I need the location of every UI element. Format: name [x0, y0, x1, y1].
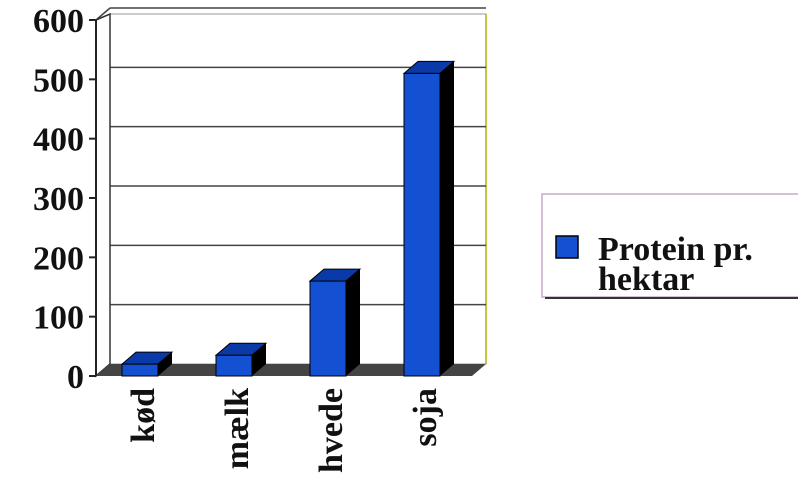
- x-tick-label: hvede: [313, 388, 350, 473]
- bar-soja: [402, 60, 456, 377]
- y-tick-label: 100: [33, 300, 84, 337]
- y-tick-label: 200: [33, 240, 84, 277]
- y-tick-label: 500: [33, 62, 84, 99]
- legend-swatch: [555, 235, 579, 259]
- plot-floor: [96, 364, 486, 376]
- y-tick-label: 300: [33, 181, 84, 218]
- x-tick-label: mælk: [219, 388, 256, 469]
- bar-front: [309, 280, 347, 377]
- legend-label-line-2: hektar: [598, 261, 694, 298]
- y-tick-label: 600: [33, 3, 84, 40]
- y-tick-label: 400: [33, 122, 84, 159]
- bars: [120, 60, 456, 377]
- bar-kød: [120, 351, 174, 377]
- bar-hvede: [308, 268, 362, 377]
- bar-front: [215, 354, 253, 377]
- y-axis-ticks: 0 100 200 300 400 500 600: [33, 3, 96, 396]
- legend-label-line-1: Protein pr.: [598, 231, 753, 268]
- legend: Protein pr. hektar: [541, 193, 798, 299]
- bar-front: [121, 363, 159, 377]
- bar-front: [403, 72, 441, 377]
- bar-mælk: [214, 342, 268, 377]
- y-tick-label: 0: [67, 359, 84, 396]
- x-tick-label: soja: [407, 388, 444, 447]
- gridline-side: [95, 7, 111, 21]
- x-tick-label: kød: [125, 388, 162, 443]
- bar-side: [252, 343, 266, 376]
- bar-side: [440, 61, 454, 377]
- bar-side: [158, 352, 172, 376]
- plot-side-wall: [95, 12, 111, 378]
- x-axis-labels: kød mælk hvede soja: [125, 388, 444, 473]
- bar-side: [346, 269, 360, 376]
